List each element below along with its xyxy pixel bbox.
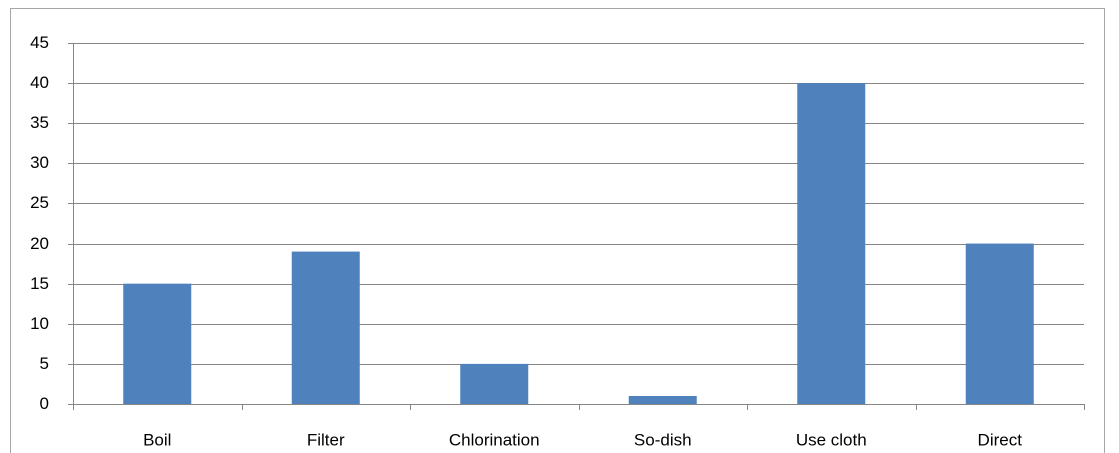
bar bbox=[797, 83, 866, 404]
x-tick-label: Direct bbox=[978, 430, 1023, 449]
x-tick-label: Boil bbox=[143, 430, 171, 449]
bar bbox=[965, 243, 1034, 404]
y-tick-label: 10 bbox=[30, 314, 49, 333]
x-tick-label: Chlorination bbox=[449, 430, 540, 449]
y-tick-label: 40 bbox=[30, 73, 49, 92]
y-tick-label: 15 bbox=[30, 274, 49, 293]
y-tick-label: 30 bbox=[30, 153, 49, 172]
y-tick-label: 5 bbox=[40, 354, 49, 373]
bar bbox=[123, 283, 192, 404]
bar bbox=[460, 363, 529, 404]
y-tick-label: 0 bbox=[40, 394, 49, 413]
y-tick-label: 25 bbox=[30, 193, 49, 212]
x-tick-label: Use cloth bbox=[796, 430, 867, 449]
x-tick-label: Filter bbox=[307, 430, 345, 449]
bar bbox=[628, 395, 697, 404]
y-tick-label: 45 bbox=[30, 33, 49, 52]
x-tick-label: So-dish bbox=[634, 430, 692, 449]
bar bbox=[291, 251, 360, 404]
y-tick-label: 35 bbox=[30, 113, 49, 132]
chart-frame bbox=[10, 8, 1105, 453]
y-tick-label: 20 bbox=[30, 234, 49, 253]
